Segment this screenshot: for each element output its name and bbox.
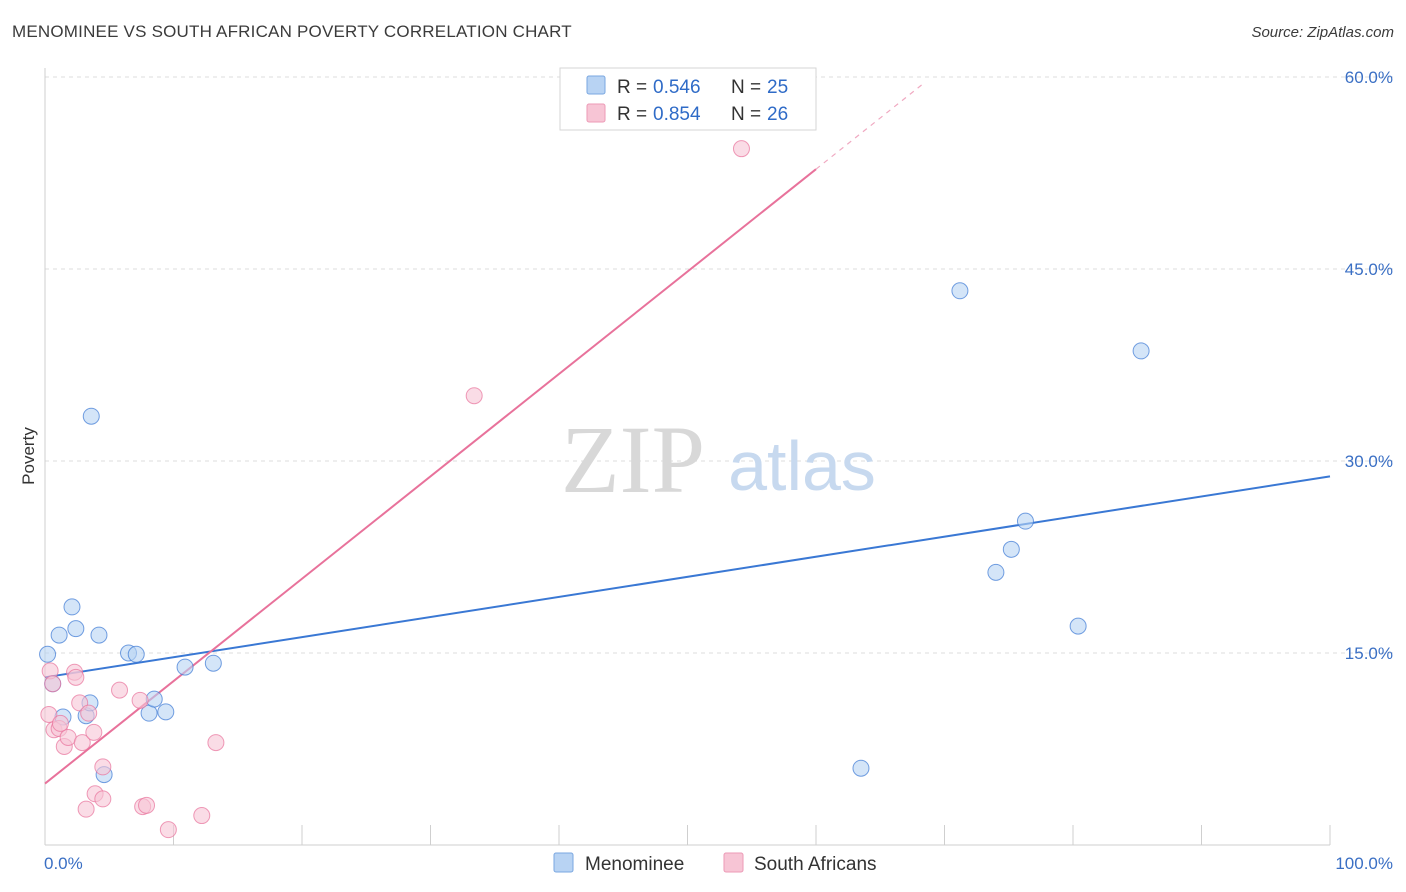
legend-n-label-menominee: N = <box>731 77 761 98</box>
menominee-point <box>1069 617 1087 635</box>
south-africans-point <box>94 758 112 776</box>
legend-r-value-menominee: 0.546 <box>653 77 701 98</box>
south-africans-point <box>73 734 91 752</box>
menominee-point <box>127 645 145 663</box>
menominee-point <box>82 407 100 425</box>
south-africans-point <box>77 800 95 818</box>
y-tick-labels: 15.0% 30.0% 45.0% 60.0% <box>1345 68 1393 663</box>
legend-bottom-label-menominee: Menominee <box>585 854 684 875</box>
south-africans-point <box>159 821 177 839</box>
menominee-point <box>951 282 969 300</box>
south-africans-point <box>80 704 98 722</box>
x-axis-ticks <box>173 825 1331 845</box>
menominee-point <box>67 620 85 638</box>
menominee-point <box>90 626 108 644</box>
south-africans-point <box>111 681 129 699</box>
south-africans-point <box>40 705 58 723</box>
menominee-point <box>204 654 222 672</box>
legend-bottom: Menominee South Africans <box>553 852 877 875</box>
south-africans-point <box>131 691 149 709</box>
legend-r-label-south-africans: R = <box>617 104 647 125</box>
menominee-point <box>50 626 68 644</box>
menominee-point <box>39 645 57 663</box>
chart-source: Source: ZipAtlas.com <box>1251 24 1394 41</box>
menominee-point <box>1132 342 1150 360</box>
south-africans-point <box>138 796 156 814</box>
grid-lines <box>45 76 1393 654</box>
chart-title: MENOMINEE VS SOUTH AFRICAN POVERTY CORRE… <box>12 22 572 41</box>
legend-bottom-swatch-menominee <box>553 852 574 873</box>
legend-n-label-south-africans: N = <box>731 104 761 125</box>
south-africans-point <box>85 723 103 741</box>
data-points <box>39 140 1150 839</box>
legend-swatch-south-africans <box>586 103 606 123</box>
south-africans-point <box>732 140 750 158</box>
y-tick-label: 30.0% <box>1345 452 1393 471</box>
y-tick-label: 15.0% <box>1345 644 1393 663</box>
y-axis-title: Poverty <box>19 427 38 485</box>
menominee-point <box>852 759 870 777</box>
legend-bottom-swatch-south-africans <box>723 852 744 873</box>
south-africans-trend-line <box>44 168 817 785</box>
legend-top: R = 0.546 N = 25 R = 0.854 N = 26 <box>559 67 817 131</box>
south-africans-point <box>51 714 69 732</box>
south-africans-point <box>193 807 211 825</box>
y-tick-label: 45.0% <box>1345 260 1393 279</box>
menominee-point <box>1002 540 1020 558</box>
menominee-point <box>987 563 1005 581</box>
south-africans-point <box>44 675 62 693</box>
menominee-point <box>145 690 163 708</box>
menominee-trend-line <box>44 475 1331 679</box>
legend-swatch-menominee <box>586 75 606 95</box>
menominee-point <box>176 658 194 676</box>
watermark-zip: ZIP <box>561 406 705 513</box>
south-africans-point <box>94 790 112 808</box>
x-tick-label-max: 100.0% <box>1335 854 1393 873</box>
legend-n-value-menominee: 25 <box>767 77 788 98</box>
south-africans-point <box>59 728 77 746</box>
watermark-atlas: atlas <box>728 427 876 505</box>
menominee-point <box>1016 512 1034 530</box>
y-tick-label: 60.0% <box>1345 68 1393 87</box>
south-africans-point <box>465 387 483 405</box>
trend-lines <box>44 81 1331 785</box>
menominee-point <box>157 703 175 721</box>
legend-n-value-south-africans: 26 <box>767 104 788 125</box>
legend-bottom-label-south-africans: South Africans <box>754 854 877 875</box>
south-africans-trend-extension <box>815 81 926 170</box>
south-africans-point <box>207 734 225 752</box>
legend-r-value-south-africans: 0.854 <box>653 104 701 125</box>
south-africans-point <box>67 668 85 686</box>
x-tick-label-min: 0.0% <box>44 854 83 873</box>
menominee-point <box>63 598 81 616</box>
legend-r-label-menominee: R = <box>617 77 647 98</box>
